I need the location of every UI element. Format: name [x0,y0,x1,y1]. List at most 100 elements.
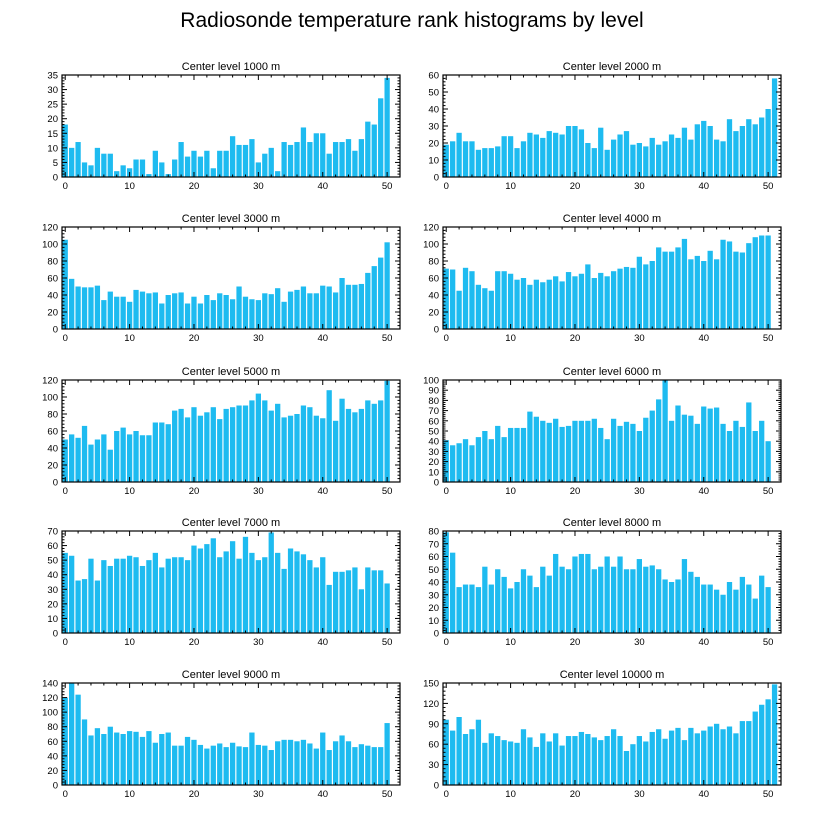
bar [585,553,591,633]
bar [688,259,694,329]
bar [242,296,249,329]
bar [313,748,319,785]
bar [720,423,726,482]
bar [139,736,146,785]
bar [358,139,365,177]
bar [107,565,113,633]
bar [578,129,585,177]
y-tick-label: 120 [42,376,58,387]
bar [320,732,326,785]
bar [759,235,765,329]
x-tick-label: 40 [698,789,709,800]
bar [701,730,707,785]
bar [62,552,68,633]
bar [462,734,469,785]
bar [656,569,662,633]
bar [81,162,88,177]
bar [197,548,204,633]
bar [371,403,377,482]
bar [210,300,216,329]
y-tick-label: 40 [428,291,439,302]
x-tick-label: 50 [763,333,774,344]
bar [69,278,75,329]
bar [604,149,610,177]
bar [345,284,352,329]
bar [752,598,758,633]
bar [495,736,501,785]
bar [184,736,191,785]
bar [313,133,319,177]
bar [450,445,456,482]
bar [456,717,462,785]
bar [630,744,636,785]
bar [352,747,358,785]
bar [759,420,765,482]
bar [133,289,139,329]
panel-title: Center level 5000 m [182,366,280,378]
bar [514,427,520,482]
bar [62,439,68,482]
bar [656,399,662,482]
bar [578,273,585,329]
x-tick-label: 30 [634,789,645,800]
panel-5: Center level 5000 m 0 20 40 60 80 100 120 0 10 20 3… [42,366,401,497]
bar [339,398,345,482]
x-tick-label: 10 [505,637,516,648]
x-tick-label: 0 [63,789,68,800]
bar [81,579,88,633]
bar [75,142,81,177]
bar [81,719,88,785]
bar [365,272,371,329]
bar [701,584,707,633]
x-tick-label: 0 [63,637,68,648]
bar [275,741,281,785]
bar [746,721,752,785]
bar [733,589,739,633]
bar [94,147,101,177]
bar [287,739,294,785]
bar [501,740,507,785]
bar [443,144,449,177]
bar [88,287,94,329]
y-tick-label: 10 [428,156,439,167]
y-tick-label: 140 [42,679,58,690]
bar [165,558,171,633]
bar [88,444,94,482]
bar [88,558,94,633]
x-tick-label: 50 [382,637,393,648]
bar [358,283,365,329]
y-tick-label: 20 [47,766,58,777]
y-tick-label: 120 [42,693,58,704]
bar [656,144,662,177]
bar [236,746,242,785]
x-tick-label: 10 [505,181,516,192]
x-tick-label: 40 [698,333,709,344]
bar [540,733,546,785]
y-tick-label: 100 [42,708,58,719]
bar [469,584,475,633]
bar [345,570,352,633]
bar [540,420,546,482]
bar [694,423,700,482]
x-tick-label: 20 [570,333,581,344]
bar [443,719,449,785]
y-tick-label: 0 [434,173,439,184]
bar [294,414,300,482]
bar [281,142,287,177]
bar [255,560,261,633]
y-tick-label: 0 [53,629,58,640]
x-tick-label: 50 [382,181,393,192]
bar [300,554,307,633]
bar [643,264,649,329]
y-tick-label: 120 [423,699,439,710]
bar [591,737,597,785]
bar [255,300,261,329]
bar [339,735,345,785]
bar [733,420,739,482]
bar [540,282,546,329]
bar [300,739,307,785]
x-tick-label: 40 [698,637,709,648]
bar [81,287,88,329]
bar [139,291,146,329]
bar [320,418,326,482]
